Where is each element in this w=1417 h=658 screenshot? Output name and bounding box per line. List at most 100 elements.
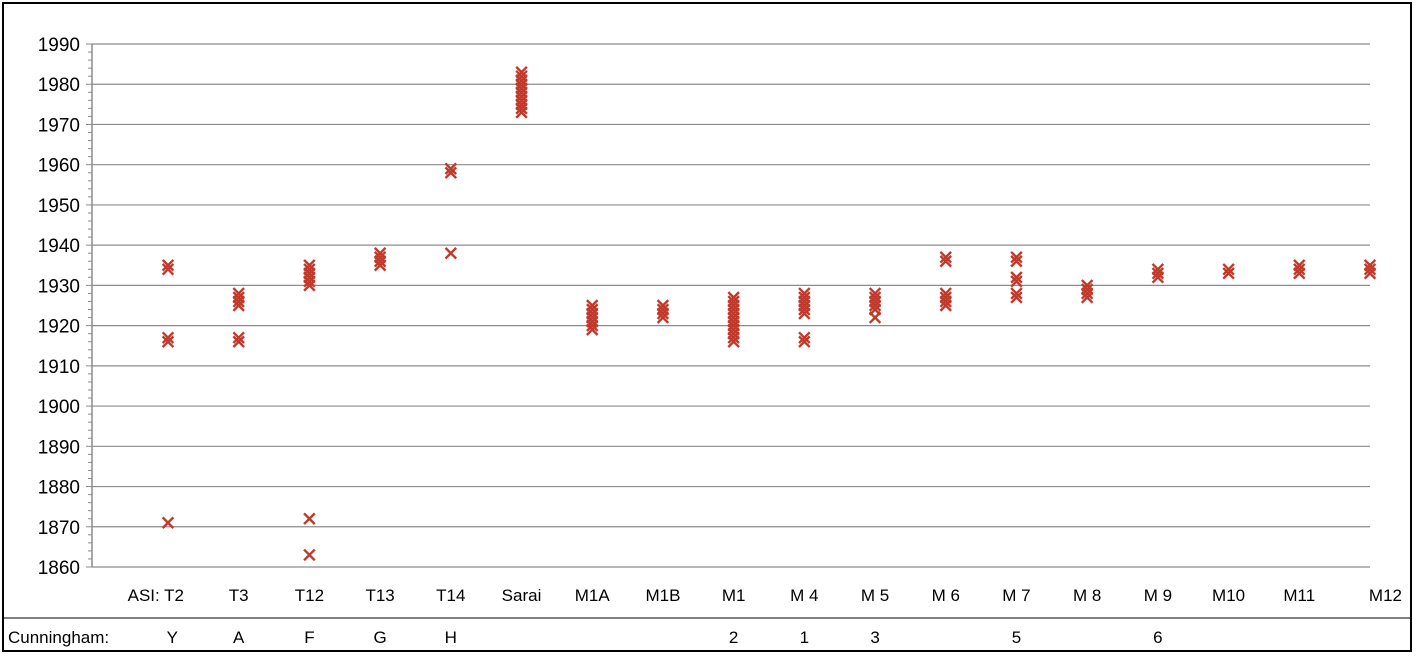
data-point-marker [515,82,528,95]
data-point-marker [373,251,387,264]
secondary-label: F [304,628,314,647]
category-label: ASI: T2 [128,586,184,605]
data-point-marker [1080,287,1094,300]
data-point-marker [232,299,245,312]
data-point-marker [939,299,952,312]
category-label: M 6 [932,586,960,605]
data-point-marker [727,291,740,304]
secondary-label: 1 [800,628,809,647]
data-point-marker [515,74,528,87]
y-tick-label: 1890 [38,437,80,458]
data-point-marker [515,65,528,79]
data-point-marker [1010,251,1023,264]
category-label: M 5 [861,586,889,605]
data-point-marker [303,271,316,284]
data-point-marker [727,319,740,332]
y-tick-label: 1860 [38,558,80,579]
data-point-marker [161,335,175,348]
data-point-marker [1010,287,1023,300]
category-label: M1 [722,586,746,605]
secondary-row-title: Cunningham: [8,628,109,647]
data-point-marker [303,279,316,292]
category-label: T12 [295,586,324,605]
data-point-marker [303,512,316,525]
data-point-marker [515,94,528,107]
category-label: M10 [1212,586,1245,605]
data-point-marker [303,259,316,272]
data-point-marker [161,331,175,344]
data-point-marker [1010,271,1023,284]
data-point-marker [303,548,316,562]
data-point-marker [939,287,952,300]
data-point-marker [939,255,952,268]
data-point-marker [798,307,811,320]
data-point-marker [656,311,670,324]
data-point-marker [798,299,811,312]
data-point-marker [515,106,528,119]
data-point-marker [515,90,528,103]
category-label: M1A [575,586,611,605]
y-tick-label: 1900 [38,397,80,418]
data-point-marker [515,98,528,111]
category-label: M12 [1369,586,1402,605]
data-point-marker [1080,283,1094,296]
category-label: T3 [229,586,249,605]
data-point-marker [586,311,599,324]
secondary-label: 2 [729,628,738,647]
data-point-marker [232,291,245,304]
data-point-marker [868,311,882,324]
secondary-label: 5 [1012,628,1021,647]
y-tick-label: 1910 [38,357,80,378]
data-point-marker [727,331,740,344]
data-point-marker [1363,259,1377,272]
category-label: M 7 [1002,586,1030,605]
data-point-marker [161,263,175,276]
data-point-marker [232,287,245,300]
data-point-marker [1222,267,1235,280]
data-point-marker [232,331,245,344]
data-point-marker [1363,263,1377,276]
y-tick-label: 1970 [38,115,80,136]
data-point-marker [1222,263,1235,276]
data-point-marker [656,299,670,312]
data-point-marker [727,295,740,308]
data-point-marker [373,247,387,260]
category-label: M 8 [1073,586,1101,605]
y-tick-label: 1960 [38,156,80,177]
data-point-marker [798,291,811,304]
data-point-marker [515,69,528,83]
data-point-marker [656,303,670,316]
category-label: M11 [1283,586,1315,605]
scatter-chart: 1860 1870 1880 1890 1900 1910 1920 1930 1940 1950… [4,35,1410,647]
data-point-marker [1151,267,1165,280]
secondary-label: H [445,628,457,647]
data-point-marker [798,303,811,316]
data-point-marker [727,335,740,348]
data-point-marker [1293,267,1306,280]
data-point-marker [373,255,387,268]
data-point-marker [1293,259,1306,272]
data-point-marker [868,287,882,300]
data-point-marker [727,315,740,328]
category-label: M 4 [790,586,818,605]
y-tick-label: 1980 [38,75,80,96]
data-point-marker [444,247,458,260]
data-point-marker [161,516,175,529]
data-point-marker [232,335,245,348]
data-point-marker [939,291,952,304]
data-point-marker [303,275,316,288]
data-point-marker [727,327,740,340]
data-point-marker [727,303,740,316]
data-point-marker [1293,263,1306,276]
data-point-marker [798,287,811,300]
category-label: M 9 [1144,586,1172,605]
secondary-label: Y [167,628,178,647]
data-point-marker [515,86,528,99]
data-point-marker [303,263,316,276]
secondary-label: 3 [870,628,879,647]
y-tick-label: 1870 [38,518,80,539]
y-tick-label: 1920 [38,317,80,338]
data-point-marker [868,291,882,304]
y-tick-label: 1930 [38,276,80,297]
data-point-marker [586,323,599,336]
